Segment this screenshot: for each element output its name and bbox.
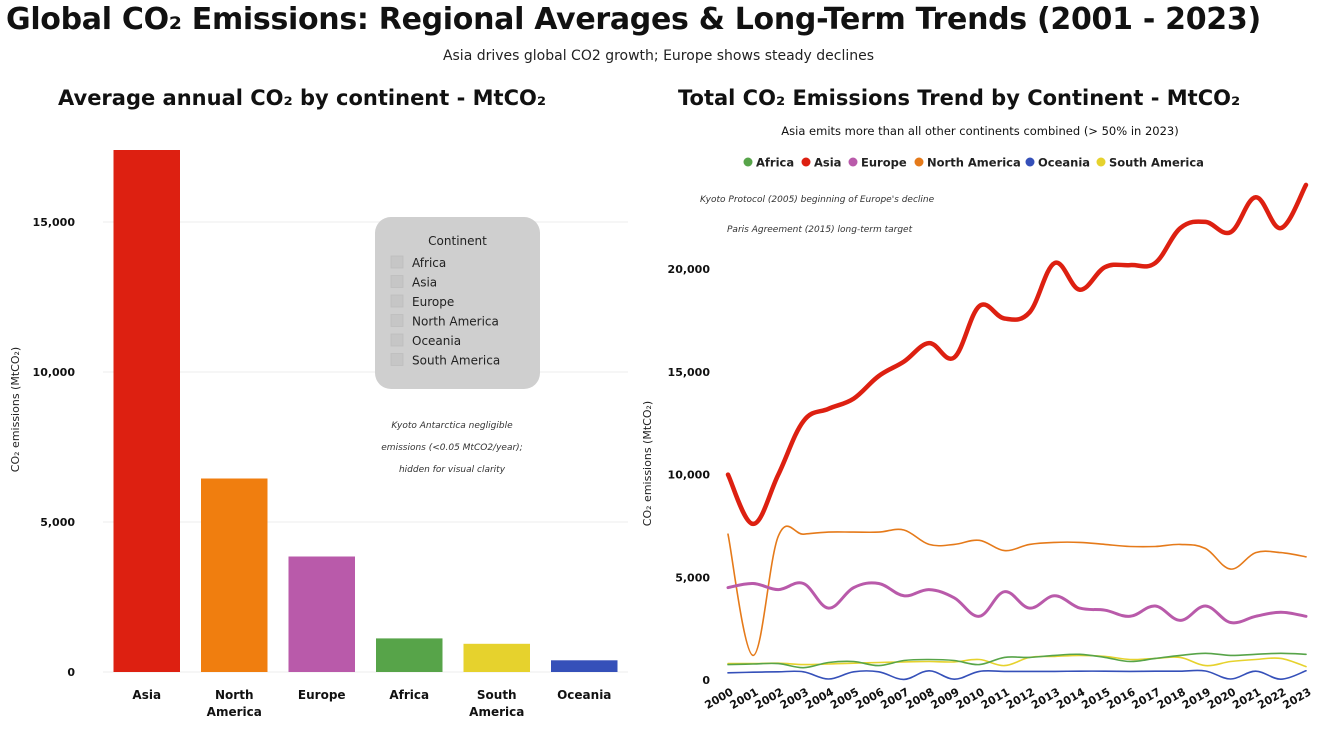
line-series-south-america <box>727 654 1307 668</box>
line-legend-marker <box>1096 157 1106 167</box>
line-annotation-paris: Paris Agreement (2015) long-term target <box>727 225 913 235</box>
line-legend-marker <box>914 157 924 167</box>
line-series-africa <box>727 652 1307 669</box>
bar-europe <box>288 556 355 672</box>
line-series-oceania <box>727 669 1307 681</box>
bar-legend-checkbox <box>390 333 404 347</box>
bar-asia <box>113 150 180 672</box>
bar-legend-checkbox <box>390 294 404 308</box>
line-legend-item: Oceania <box>1038 156 1090 170</box>
line-legend-marker <box>848 157 858 167</box>
bar-legend-checkbox <box>390 255 404 269</box>
bar-annotation: emissions (<0.05 MtCO2/year); <box>381 443 522 453</box>
line-legend-item: North America <box>927 156 1021 170</box>
bar-category-label: Asia <box>132 688 161 702</box>
line-y-tick-label: 5,000 <box>675 571 710 584</box>
bar-y-tick-label: 0 <box>67 666 75 679</box>
line-legend-item: Asia <box>814 156 841 170</box>
bar-north-america <box>201 478 268 672</box>
line-y-tick-label: 10,000 <box>668 469 711 482</box>
bar-legend-checkbox <box>390 353 404 366</box>
bar-legend-item: Africa <box>412 256 446 270</box>
bar-category-label: America <box>469 705 524 719</box>
bar-legend-box <box>375 217 540 389</box>
bar-annotation: hidden for visual clarity <box>399 465 506 475</box>
bar-chart-title: Average annual CO₂ by continent - MtCO₂ <box>58 86 547 110</box>
bar-legend-title: Continent <box>428 234 487 248</box>
line-series-asia <box>725 182 1309 527</box>
line-y-tick-label: 20,000 <box>668 263 711 276</box>
line-legend-marker <box>743 157 753 167</box>
line-chart-subtitle: Asia emits more than all other continent… <box>781 124 1179 138</box>
bar-category-label: South <box>477 688 517 702</box>
bar-legend-item: Europe <box>412 295 454 309</box>
bar-africa <box>376 638 443 672</box>
line-legend-item: Europe <box>861 156 907 170</box>
bar-legend-checkbox <box>390 314 404 327</box>
bar-legend-item: North America <box>412 315 499 329</box>
bar-y-axis-label: CO₂ emissions (MtCO₂) <box>9 347 22 472</box>
bar-legend-item: Oceania <box>412 334 461 348</box>
bar-chart: 0 5,000 10,000 15,000 CO₂ emissions (MtCO₂) A… <box>9 150 628 719</box>
line-chart-title: Total CO₂ Emissions Trend by Continent -… <box>678 86 1241 110</box>
bar-category-label: Europe <box>298 688 346 702</box>
line-legend-marker <box>801 157 811 167</box>
line-annotation-kyoto: Kyoto Protocol (2005) beginning of Europ… <box>700 195 935 205</box>
line-chart: 0 5,000 10,000 15,000 20,000 CO₂ emissions (M… <box>641 156 1314 712</box>
line-legend-item: Africa <box>756 156 794 170</box>
bar-legend-item: South America <box>412 354 500 368</box>
line-y-axis-label: CO₂ emissions (MtCO₂) <box>641 401 654 526</box>
line-series-north-america <box>727 525 1307 657</box>
bar-legend-item: Asia <box>412 276 437 290</box>
bar-category-label: Oceania <box>557 688 611 702</box>
line-y-tick-label: 15,000 <box>668 366 711 379</box>
line-legend-item: South America <box>1109 156 1204 170</box>
line-legend-marker <box>1025 157 1035 167</box>
line-series-europe <box>726 581 1308 625</box>
bar-category-label: America <box>207 705 262 719</box>
bar-y-tick-label: 15,000 <box>33 216 76 229</box>
line-x-tick-label: 2023 <box>1280 685 1313 712</box>
bar-category-label: Africa <box>389 688 429 702</box>
page-title: Global CO₂ Emissions: Regional Averages … <box>6 2 1261 37</box>
bar-legend-checkbox <box>390 275 404 288</box>
page-subtitle: Asia drives global CO2 growth; Europe sh… <box>442 48 875 64</box>
bar-annotation: Kyoto Antarctica negligible <box>391 421 513 431</box>
bar-y-tick-label: 5,000 <box>40 516 75 529</box>
bar-south-america <box>463 643 530 672</box>
line-y-tick-label: 0 <box>702 674 710 687</box>
bar-category-label: North <box>215 688 253 702</box>
bar-oceania <box>551 660 618 672</box>
bar-y-tick-label: 10,000 <box>33 366 76 379</box>
